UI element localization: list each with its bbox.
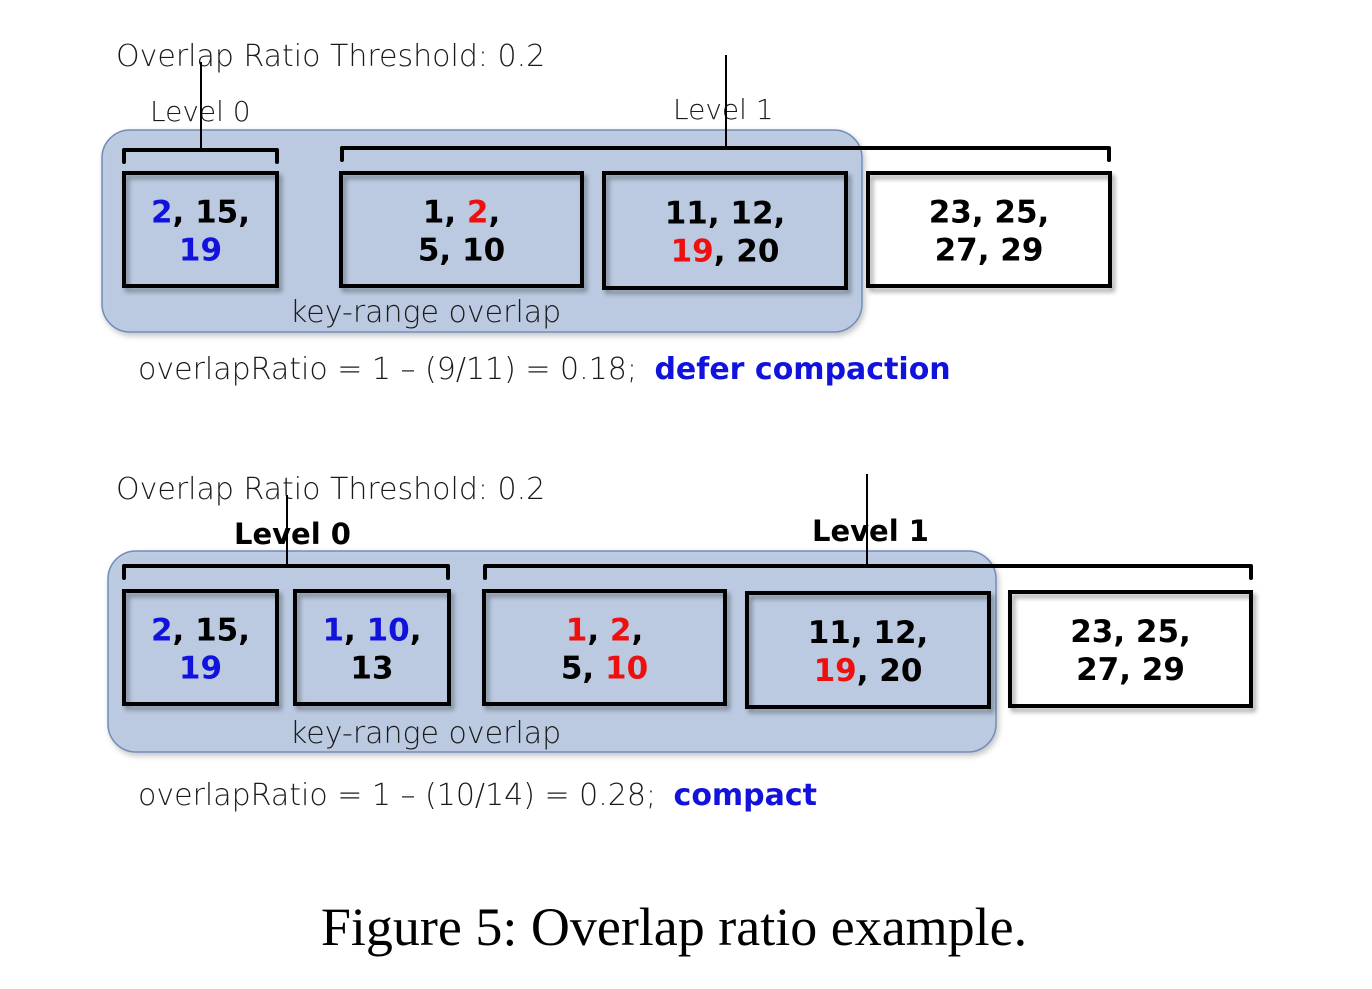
level-1-bracket bbox=[340, 146, 1111, 162]
level-1-bracket bbox=[483, 564, 1253, 580]
file-box-border bbox=[122, 589, 279, 706]
file-keys-line: 19, 20 bbox=[671, 234, 780, 270]
key-range-overlap-region bbox=[101, 129, 863, 333]
level-1-label: Level 1 bbox=[812, 514, 929, 548]
key-value: 10 bbox=[367, 613, 410, 649]
sstable-file-box: 23, 25,27, 29 bbox=[866, 171, 1112, 288]
key-value: 1 bbox=[322, 613, 344, 649]
key-value: 27, 29 bbox=[1076, 652, 1185, 688]
file-keys-line: 5, 10 bbox=[418, 233, 505, 269]
file-keys-line: 23, 25, bbox=[1070, 614, 1191, 650]
decision-text: compact bbox=[674, 778, 818, 813]
figure-caption: Figure 5: Overlap ratio example. bbox=[321, 897, 1027, 957]
sstable-file-box: 11, 12,19, 20 bbox=[602, 171, 848, 290]
file-keys-line: 11, 12, bbox=[808, 615, 929, 651]
key-value: 23, 25, bbox=[929, 195, 1050, 231]
file-box-border bbox=[482, 589, 727, 706]
file-keys-line: 5, 10 bbox=[561, 651, 648, 687]
level-0-label: Level 0 bbox=[234, 517, 351, 551]
key-value: , bbox=[587, 613, 610, 649]
key-value: 19 bbox=[814, 653, 857, 689]
key-value: 10 bbox=[605, 651, 648, 687]
file-keys-line: 1, 2, bbox=[423, 195, 501, 231]
overlap-label: key-range overlap bbox=[290, 295, 561, 330]
key-value: 2 bbox=[151, 613, 173, 649]
key-value: 19 bbox=[179, 233, 222, 269]
threshold-label: Overlap Ratio Threshold: 0.2 bbox=[116, 39, 545, 74]
key-value: , bbox=[344, 613, 367, 649]
overlap-label: key-range overlap bbox=[290, 716, 561, 751]
file-keys-line: 19 bbox=[179, 651, 222, 687]
file-keys-line: 19 bbox=[179, 233, 222, 269]
key-value: 1 bbox=[566, 613, 588, 649]
sstable-file-box: 2, 15,19 bbox=[122, 589, 279, 706]
key-value: 5, 10 bbox=[418, 233, 505, 269]
formula-line: overlapRatio = 1 – (9/11) = 0.18; defer … bbox=[138, 352, 951, 387]
file-box-border bbox=[293, 589, 451, 706]
key-value: , bbox=[410, 613, 422, 649]
formula-text: overlapRatio = 1 – (10/14) = 0.28; bbox=[138, 778, 656, 813]
key-value: , 15, bbox=[173, 195, 251, 231]
panel-compact: Overlap Ratio Threshold: 0.2 Level 0 Lev… bbox=[107, 472, 1253, 813]
key-value: , 20 bbox=[714, 234, 780, 270]
key-value: , 15, bbox=[173, 613, 251, 649]
key-value: 13 bbox=[350, 651, 393, 687]
file-keys-line: 27, 29 bbox=[935, 233, 1044, 269]
key-value: 1, bbox=[423, 195, 467, 231]
key-value: 2 bbox=[151, 195, 173, 231]
key-value: 23, 25, bbox=[1070, 614, 1191, 650]
decision-text: defer compaction bbox=[654, 352, 950, 387]
threshold-label: Overlap Ratio Threshold: 0.2 bbox=[116, 472, 545, 507]
sstable-file-box: 1, 10,13 bbox=[293, 589, 451, 706]
key-value: 2 bbox=[467, 195, 489, 231]
panel-defer-compaction: Overlap Ratio Threshold: 0.2 Level 0 Lev… bbox=[101, 39, 1112, 387]
file-keys-line: 27, 29 bbox=[1076, 652, 1185, 688]
sstable-file-box: 11, 12,19, 20 bbox=[745, 591, 991, 709]
key-value: 19 bbox=[671, 234, 714, 270]
file-keys-line: 23, 25, bbox=[929, 195, 1050, 231]
file-keys-line: 13 bbox=[350, 651, 393, 687]
key-value: 11, 12, bbox=[665, 196, 786, 232]
file-box-border bbox=[122, 171, 279, 288]
file-keys-line: 1, 10, bbox=[322, 613, 421, 649]
key-value: 27, 29 bbox=[935, 233, 1044, 269]
key-range-overlap-region bbox=[107, 550, 997, 753]
key-value: , bbox=[631, 613, 643, 649]
key-value: 19 bbox=[179, 651, 222, 687]
sstable-file-box: 23, 25,27, 29 bbox=[1008, 590, 1253, 708]
key-value: 11, 12, bbox=[808, 615, 929, 651]
file-box-border bbox=[745, 591, 991, 709]
file-keys-line: 19, 20 bbox=[814, 653, 923, 689]
key-value: , bbox=[488, 195, 500, 231]
formula-text: overlapRatio = 1 – (9/11) = 0.18; bbox=[138, 352, 637, 387]
file-keys-line: 2, 15, bbox=[151, 613, 250, 649]
file-box-border bbox=[339, 171, 584, 288]
level-0-bracket bbox=[122, 564, 450, 580]
sstable-file-box: 1, 2,5, 10 bbox=[482, 589, 727, 706]
key-value: , 20 bbox=[857, 653, 923, 689]
file-box-border bbox=[602, 171, 848, 290]
file-box-border bbox=[1008, 590, 1253, 708]
key-value: 5, bbox=[561, 651, 605, 687]
level-0-bracket bbox=[122, 148, 279, 164]
key-value: 2 bbox=[610, 613, 632, 649]
level-1-label: Level 1 bbox=[673, 93, 774, 126]
file-keys-line: 1, 2, bbox=[566, 613, 644, 649]
file-keys-line: 2, 15, bbox=[151, 195, 250, 231]
sstable-file-box: 1, 2,5, 10 bbox=[339, 171, 584, 288]
file-keys-line: 11, 12, bbox=[665, 196, 786, 232]
formula-line: overlapRatio = 1 – (10/14) = 0.28; compa… bbox=[138, 778, 817, 813]
sstable-file-box: 2, 15,19 bbox=[122, 171, 279, 288]
file-box-border bbox=[866, 171, 1112, 288]
